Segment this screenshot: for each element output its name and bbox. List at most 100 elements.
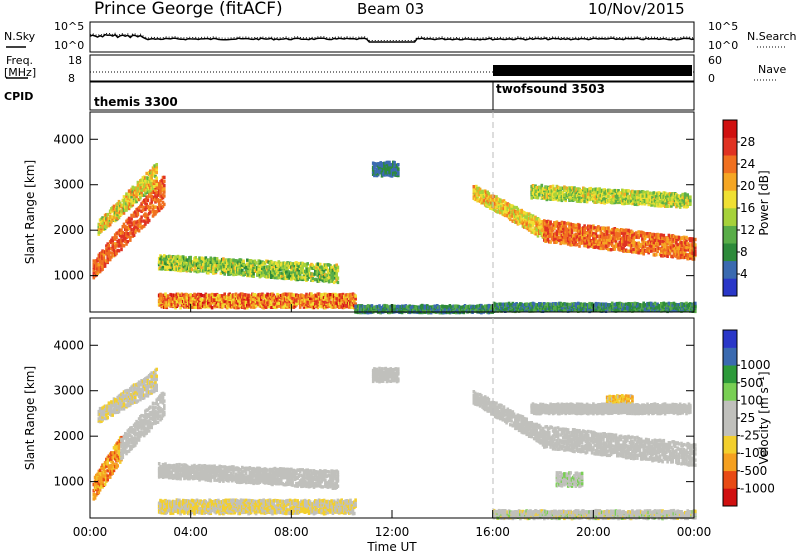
cell-6 [642,252,645,256]
cell-6 [602,246,605,251]
cell-6 [694,249,697,254]
cell-7 [565,188,569,193]
cell-0 [145,202,148,207]
cell-6 [597,242,600,246]
cell-1 [136,180,140,185]
cell-0 [127,216,131,221]
cell-6 [574,240,578,245]
cell-2 [322,268,326,272]
cell-7 [677,194,681,198]
cell-6 [546,227,550,231]
cell-1 [105,221,108,225]
cell-0 [110,238,113,242]
cell-6 [616,228,619,232]
cell-7 [675,204,678,209]
cell-5 [526,217,530,221]
cell-1 [131,201,135,205]
cell-2 [176,254,180,259]
cell-8 [393,160,396,165]
cell-2 [286,265,289,269]
cell-7 [681,198,684,202]
cell-2 [252,272,255,276]
cell-6 [677,249,681,254]
cell-1 [118,201,122,205]
cell-7 [672,197,676,201]
cell-1 [112,204,116,208]
cell-2 [236,272,239,276]
cell-6 [594,245,598,249]
cell-2 [307,269,311,273]
cell-2 [286,267,289,271]
cell-6 [599,246,603,251]
cell-0 [140,219,143,223]
cell-7 [563,188,566,192]
cell-3 [168,299,171,303]
cell-6 [592,224,595,228]
cell-6 [575,242,579,247]
cell-3 [320,293,323,297]
cell-6 [616,231,619,236]
cell-7 [666,194,669,198]
cell-0 [98,269,102,274]
cell-2 [330,270,333,275]
cell-3 [161,299,165,304]
cell-6 [672,247,676,251]
cell-6 [643,236,647,240]
cell-6 [605,232,609,236]
cell-6 [563,241,566,245]
cell-1 [139,196,142,200]
cell-7 [686,193,689,197]
cell-6 [642,231,645,235]
cell-6 [668,238,672,242]
cell-3 [286,295,289,299]
cell-6 [623,231,627,235]
cell-4 [442,305,445,309]
cell-3 [183,295,186,299]
cell-3 [276,292,279,297]
cell-2 [276,263,279,267]
cell-0 [144,222,147,226]
cell-3 [210,292,214,297]
cell-2 [319,262,322,267]
cell-7 [670,201,673,206]
cell-6 [553,226,556,231]
cell-5 [524,219,527,224]
cell-7 [602,191,605,195]
cell-6 [675,254,678,258]
cell-0 [144,219,147,224]
cell-3 [223,292,226,296]
cell-6 [565,221,569,226]
cell-6 [571,226,575,230]
cell-7 [677,203,681,207]
cell-6 [675,235,678,239]
cell-1 [100,229,103,233]
cell-2 [161,264,165,269]
cell-8 [379,161,382,165]
cell-6 [545,225,549,229]
cell-0 [97,256,101,261]
cell-6 [563,221,566,225]
cell-2 [259,274,263,278]
cell-1 [122,201,126,205]
cell-2 [232,272,235,277]
cell-2 [200,265,204,269]
cell-6 [578,223,581,228]
cell-4 [405,305,409,309]
cell-2 [223,272,226,276]
cell-0 [152,195,156,199]
cell-3 [291,296,294,301]
cell-0 [132,214,136,218]
cell-2 [327,269,331,273]
cell-2 [246,258,249,262]
cell-4 [400,304,404,308]
cell-6 [641,230,644,235]
cell-6 [570,227,574,232]
cell-7 [563,185,566,189]
cell-7 [638,198,642,202]
cell-3 [293,298,297,302]
cell-6 [589,233,593,237]
cell-7 [530,196,533,200]
cell-0 [102,255,106,259]
cell-1 [135,199,138,204]
cell-3 [286,293,289,297]
